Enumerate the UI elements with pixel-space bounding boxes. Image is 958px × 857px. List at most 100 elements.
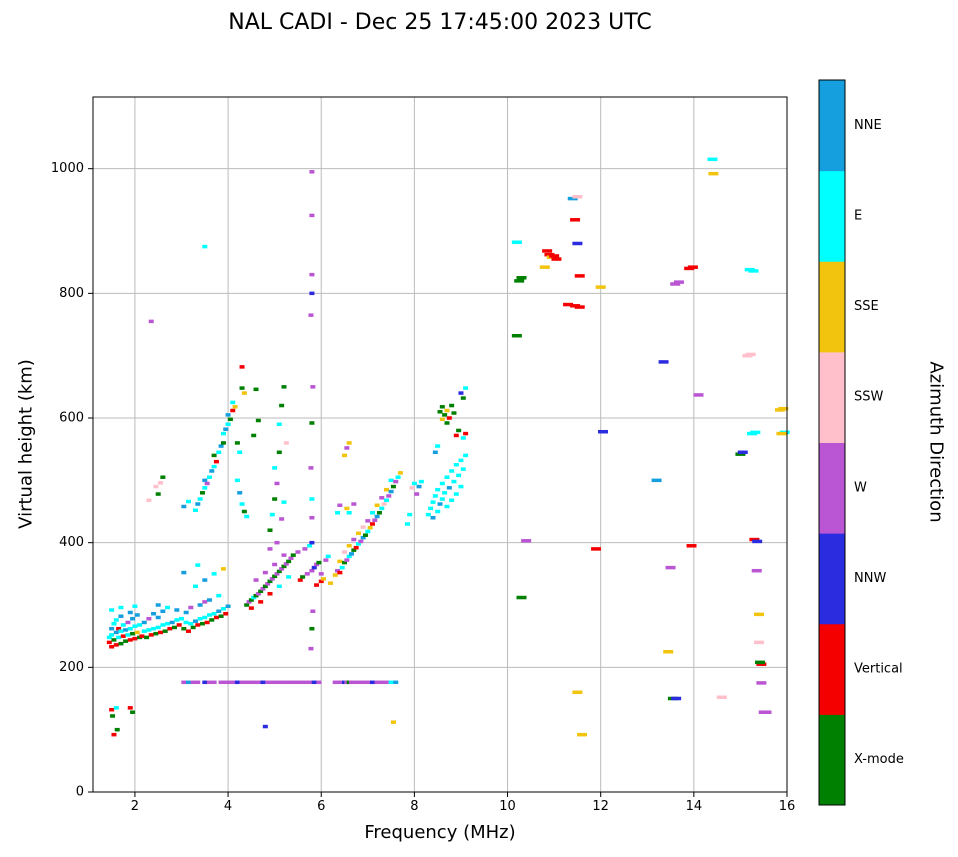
scatter-point (435, 487, 441, 492)
scatter-point (735, 452, 746, 456)
scatter-point (237, 450, 243, 455)
scatter-point (577, 732, 588, 737)
scatter-point (318, 572, 324, 576)
scatter-point (393, 479, 399, 484)
scatter-point (390, 720, 396, 724)
scatter-point (109, 633, 115, 637)
scatter-point (379, 680, 385, 685)
scatter-point (227, 417, 233, 422)
scatter-point (776, 431, 787, 436)
scatter-point (353, 545, 359, 550)
colorbar-segment-Vertical (819, 623, 845, 715)
scatter-point (751, 568, 762, 573)
colorbar-segment-W (819, 442, 845, 534)
scatter-point (297, 680, 303, 685)
scatter-point (123, 628, 129, 632)
x-tick-label: 8 (410, 799, 418, 814)
scatter-point (290, 553, 296, 557)
scatter-point (288, 556, 294, 561)
scatter-point (449, 498, 455, 503)
scatter-point (213, 615, 219, 620)
colorbar-label: W (854, 480, 867, 495)
scatter-point (160, 623, 166, 627)
scatter-point (125, 633, 131, 637)
scatter-point (342, 550, 348, 554)
scatter-point (437, 410, 443, 414)
scatter-point (453, 492, 459, 496)
scatter-point (116, 626, 122, 631)
scatter-point (181, 504, 187, 509)
scatter-point (521, 539, 532, 543)
scatter-point (687, 265, 698, 269)
scatter-point (279, 403, 285, 408)
scatter-point (563, 302, 574, 307)
scatter-point (111, 732, 117, 737)
scatter-point (155, 492, 161, 496)
scatter-point (113, 643, 119, 647)
scatter-point (272, 497, 278, 501)
scatter-point (239, 502, 245, 506)
scatter-point (318, 579, 324, 584)
scatter-point (188, 605, 194, 610)
scatter-point (444, 408, 450, 413)
scatter-point (153, 631, 159, 636)
scatter-point (778, 406, 789, 411)
scatter-point (567, 196, 578, 201)
scatter-point (365, 519, 371, 523)
scatter-point (321, 577, 327, 581)
scatter-point (178, 616, 184, 621)
scatter-point (752, 539, 763, 544)
scatter-point (114, 727, 120, 732)
scatter-point (118, 605, 124, 610)
scatter-point (174, 608, 180, 612)
scatter-point (460, 436, 466, 440)
scatter-point (176, 623, 182, 627)
scatter-point (199, 621, 205, 626)
scatter-point (123, 639, 129, 643)
colorbar-segment-NNE (819, 80, 845, 172)
scatter-point (274, 481, 280, 486)
y-tick-label: 800 (59, 286, 84, 301)
scatter-point (209, 618, 215, 622)
x-tick-label: 4 (224, 799, 232, 814)
x-tick-label: 2 (131, 799, 139, 814)
scatter-point (260, 587, 266, 591)
scatter-point (255, 418, 261, 423)
scatter-point (286, 559, 292, 564)
scatter-point (234, 441, 240, 445)
scatter-point (309, 540, 315, 545)
scatter-point (155, 615, 161, 620)
scatter-point (309, 291, 315, 296)
scatter-point (335, 568, 341, 573)
scatter-point (437, 502, 443, 506)
scatter-point (542, 249, 553, 253)
scatter-point (125, 620, 131, 625)
x-tick-label: 6 (317, 799, 325, 814)
scatter-point (460, 467, 466, 471)
x-tick-label: 14 (686, 799, 703, 814)
scatter-point (202, 578, 208, 582)
scatter-point (310, 385, 316, 389)
scatter-point (286, 575, 292, 579)
scatter-point (132, 604, 138, 609)
scatter-point (439, 497, 445, 501)
scatter-point (211, 572, 217, 576)
scatter-point (430, 500, 436, 504)
scatter-point (388, 680, 394, 685)
scatter-point (258, 600, 264, 604)
scatter-point (109, 707, 115, 712)
scatter-point (239, 386, 245, 390)
scatter-point (109, 626, 115, 631)
scatter-point (309, 568, 315, 573)
scatter-point (146, 628, 152, 632)
scatter-point (111, 621, 117, 626)
x-tick-label: 12 (592, 799, 609, 814)
colorbar-border (818, 79, 846, 806)
scatter-point (551, 257, 562, 261)
scatter-point (549, 254, 560, 258)
scatter-point (453, 433, 459, 438)
scatter-point (127, 638, 133, 642)
x-tick-label: 10 (499, 799, 516, 814)
scatter-point (381, 502, 387, 506)
scatter-point (132, 624, 138, 628)
